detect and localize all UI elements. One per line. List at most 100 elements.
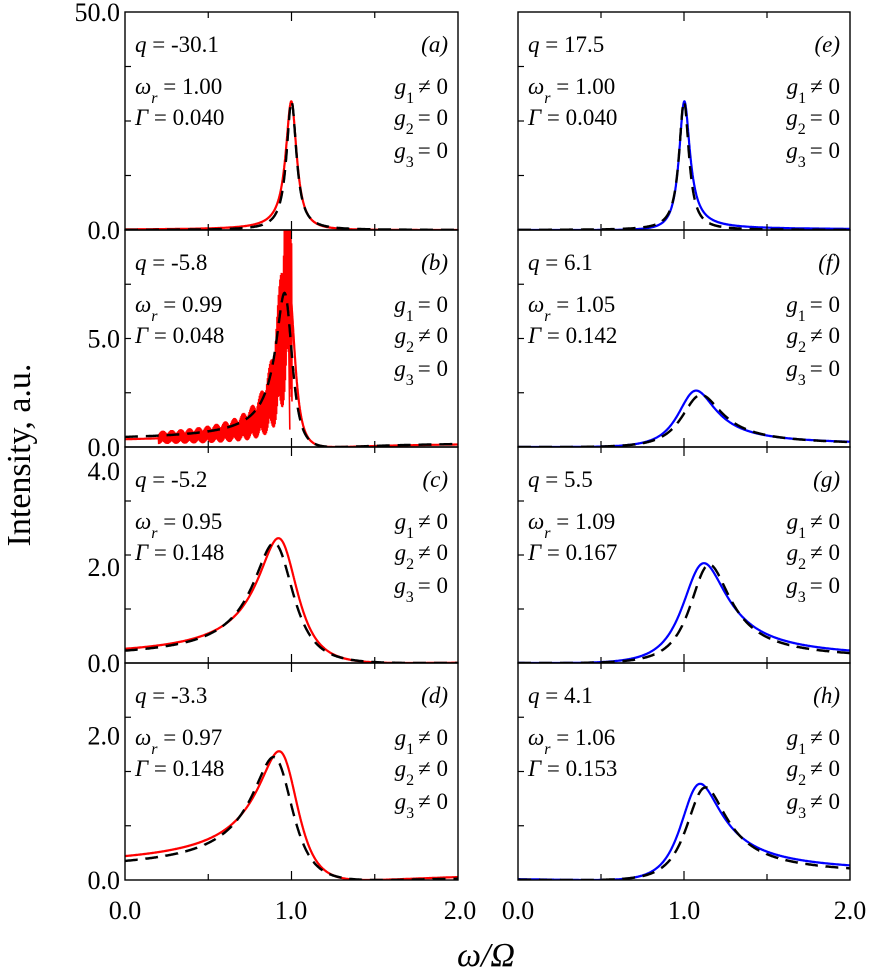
coupling-index: 1 xyxy=(406,525,414,542)
coupling-relation: = 0 xyxy=(810,105,840,130)
q-value: q = 4.1 xyxy=(528,683,593,708)
q-rest: = -5.2 xyxy=(147,467,208,492)
panel-label: (a) xyxy=(421,32,448,57)
coupling-symbol: g xyxy=(394,105,406,130)
omega-value: = 1.06 xyxy=(550,725,615,750)
coupling-condition: g2 = 0 xyxy=(394,105,448,138)
x-tick-labels: 0.0 1.0 2.0 0.0 1.0 2.0 xyxy=(109,896,867,925)
coupling-symbol: g xyxy=(395,509,407,534)
y-tick-label: 0.0 xyxy=(88,216,121,245)
coupling-index: 2 xyxy=(406,772,414,789)
coupling-condition: g1 ≠ 0 xyxy=(787,74,840,107)
coupling-condition: g2 = 0 xyxy=(786,105,840,138)
coupling-symbol: g xyxy=(787,756,799,781)
q-rest: = 17.5 xyxy=(540,32,605,57)
panel-curves xyxy=(125,230,458,447)
y-tick-label: 0.0 xyxy=(88,649,121,678)
coupling-condition: g3 = 0 xyxy=(786,573,840,606)
coupling-relation: ≠ 0 xyxy=(418,756,448,781)
q-rest: = -30.1 xyxy=(147,32,219,57)
coupling-relation: ≠ 0 xyxy=(810,74,840,99)
coupling-condition: g1 ≠ 0 xyxy=(787,509,840,542)
coupling-condition: g3 ≠ 0 xyxy=(787,789,840,822)
q-value: q = 6.1 xyxy=(528,250,593,275)
omega-sub: r xyxy=(544,90,551,107)
gamma-value: Γ = 0.153 xyxy=(527,756,617,781)
coupling-relation: ≠ 0 xyxy=(418,323,448,348)
q-symbol: q xyxy=(135,467,147,492)
omega-symbol: ω xyxy=(528,292,544,317)
coupling-index: 1 xyxy=(798,525,806,542)
coupling-symbol: g xyxy=(394,356,406,381)
omega-sub: r xyxy=(544,525,551,542)
q-value: q = -5.2 xyxy=(135,467,207,492)
omega-value: = 0.97 xyxy=(157,725,222,750)
x-tick-label: 0.0 xyxy=(109,896,142,925)
coupling-condition: g1 = 0 xyxy=(786,292,840,325)
omega-value: = 0.95 xyxy=(157,509,222,534)
panel-label: (b) xyxy=(421,250,448,275)
coupling-index: 3 xyxy=(798,154,806,171)
coupling-symbol: g xyxy=(787,540,799,565)
omega-symbol: ω xyxy=(135,292,151,317)
omega-symbol: ω xyxy=(135,74,151,99)
coupling-symbol: g xyxy=(395,540,407,565)
omega-r-value: ωr = 1.00 xyxy=(135,74,222,107)
q-rest: = 6.1 xyxy=(540,250,593,275)
coupling-index: 1 xyxy=(798,90,806,107)
coupling-index: 1 xyxy=(406,90,414,107)
y-tick-label: 5.0 xyxy=(88,325,121,354)
solid-fit-line xyxy=(125,537,458,663)
coupling-index: 3 xyxy=(798,589,806,606)
omega-value: = 1.00 xyxy=(550,74,615,99)
coupling-relation: ≠ 0 xyxy=(418,74,448,99)
coupling-relation: ≠ 0 xyxy=(418,509,448,534)
coupling-index: 3 xyxy=(406,805,414,822)
y-tick-label: 2.0 xyxy=(88,721,121,750)
coupling-index: 3 xyxy=(406,589,414,606)
gamma-symbol: Γ xyxy=(134,756,149,781)
coupling-relation: ≠ 0 xyxy=(418,725,448,750)
dashed-reference-line xyxy=(125,291,458,447)
coupling-symbol: g xyxy=(787,323,799,348)
q-value: q = -5.8 xyxy=(135,250,207,275)
coupling-index: 2 xyxy=(798,772,806,789)
gamma-number: = 0.040 xyxy=(148,105,224,130)
gamma-value: Γ = 0.148 xyxy=(134,540,224,565)
coupling-index: 1 xyxy=(798,308,806,325)
omega-sub: r xyxy=(151,525,158,542)
coupling-index: 1 xyxy=(798,741,806,758)
coupling-relation: ≠ 0 xyxy=(810,756,840,781)
coupling-condition: g2 ≠ 0 xyxy=(787,540,840,573)
coupling-symbol: g xyxy=(786,138,798,163)
coupling-relation: ≠ 0 xyxy=(810,323,840,348)
omega-sub: r xyxy=(151,90,158,107)
panel-label: (e) xyxy=(814,32,840,57)
panel-c: 0.02.04.0 q = -5.2 (c)ωr = 0.95Γ = 0.148g1… xyxy=(88,446,459,678)
q-rest: = 5.5 xyxy=(540,467,593,492)
coupling-symbol: g xyxy=(787,789,799,814)
coupling-condition: g1 ≠ 0 xyxy=(787,725,840,758)
coupling-symbol: g xyxy=(395,789,407,814)
coupling-symbol: g xyxy=(395,74,407,99)
gamma-number: = 0.167 xyxy=(541,540,617,565)
omega-r-value: ωr = 0.99 xyxy=(135,292,222,325)
omega-sub: r xyxy=(544,308,551,325)
q-symbol: q xyxy=(135,683,147,708)
gamma-value: Γ = 0.040 xyxy=(527,105,617,130)
omega-r-value: ωr = 1.05 xyxy=(528,292,615,325)
gamma-symbol: Γ xyxy=(134,323,149,348)
y-tick-label: 0.0 xyxy=(88,866,121,895)
solid-fit-line xyxy=(518,100,850,230)
y-tick-label: 4.0 xyxy=(88,457,121,486)
coupling-relation: ≠ 0 xyxy=(418,789,448,814)
gamma-symbol: Γ xyxy=(527,540,542,565)
panel-curves xyxy=(518,782,850,880)
omega-symbol: ω xyxy=(528,74,544,99)
gamma-number: = 0.153 xyxy=(541,756,617,781)
coupling-index: 1 xyxy=(406,741,414,758)
